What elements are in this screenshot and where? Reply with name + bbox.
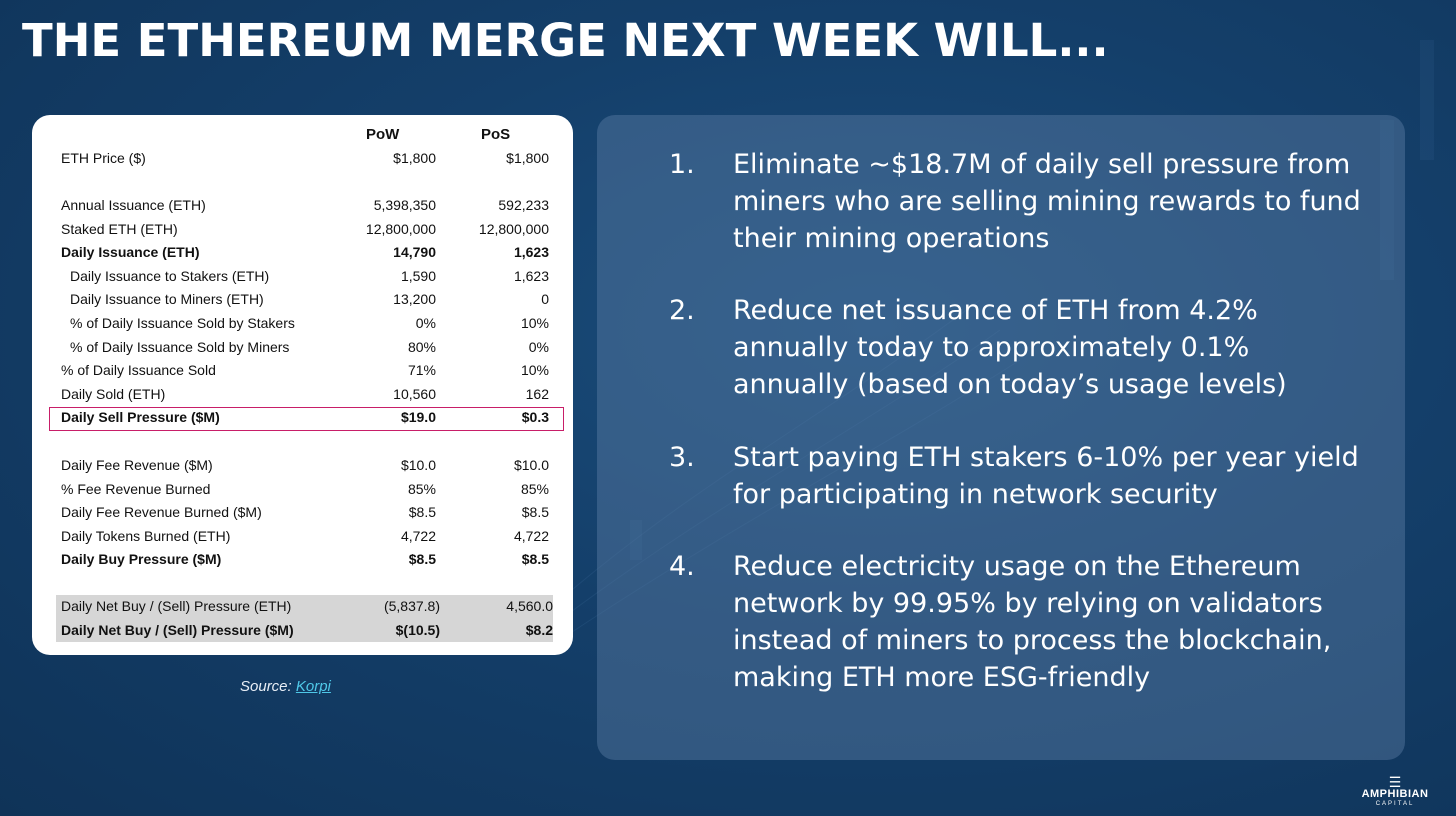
pos-value: 4,722 (513, 527, 549, 544)
table-row: % Fee Revenue Burned 85% 85% (32, 478, 573, 502)
point-text: Eliminate ~$18.7M of daily sell pressure… (733, 149, 1361, 254)
pow-value: 85% (407, 480, 436, 497)
row-label: % of Daily Issuance Sold (61, 362, 216, 379)
source-link[interactable]: Korpi (295, 678, 331, 695)
frog-icon: ☰ (1388, 774, 1402, 790)
row-label: ETH Price ($) (61, 150, 146, 166)
pos-value: $8.5 (521, 504, 549, 521)
pos-value: 85% (520, 480, 549, 497)
row-label: % of Daily Issuance Sold by Stakers (70, 315, 295, 331)
point-text: Reduce electricity usage on the Ethereum… (733, 551, 1332, 693)
pos-value: 592,233 (498, 197, 549, 213)
pow-value: 10,560 (393, 385, 436, 402)
table-row: Daily Sold (ETH) 10,560 162 (32, 383, 573, 407)
logo-subtitle: CAPITAL (1375, 801, 1415, 807)
pow-value: 13,200 (393, 291, 436, 308)
row-label: Daily Issuance to Miners (ETH) (70, 291, 264, 308)
row-label: Daily Tokens Burned (ETH) (61, 527, 231, 544)
pos-value: 4,560.0 (506, 598, 553, 614)
row-label: % Fee Revenue Burned (61, 480, 211, 497)
pos-value: 10% (520, 315, 549, 331)
table-row: Daily Issuance to Stakers (ETH) 1,590 1,… (32, 265, 573, 289)
row-label: Daily Sell Pressure ($M) (61, 409, 220, 426)
logo-name: AMPHIBIAN (1361, 788, 1429, 800)
page-title: THE ETHEREUM MERGE NEXT WEEK WILL... (22, 14, 1109, 67)
column-header-pos: PoS (481, 126, 511, 143)
row-label: Daily Net Buy / (Sell) Pressure (ETH) (61, 598, 292, 614)
pos-value: 10% (520, 362, 549, 379)
point-text: Start paying ETH stakers 6-10% per year … (733, 442, 1359, 510)
table-row-net-eth: Daily Net Buy / (Sell) Pressure (ETH) (5… (56, 595, 553, 619)
pow-value: 5,398,350 (373, 197, 436, 213)
row-label: Daily Fee Revenue ($M) (61, 457, 213, 473)
pos-value: 1,623 (513, 244, 549, 261)
table-row: Daily Tokens Burned (ETH) 4,722 4,722 (32, 525, 573, 549)
pos-value: 12,800,000 (478, 220, 549, 237)
pos-value: $10.0 (513, 457, 549, 473)
pow-value: (5,837.8) (383, 598, 440, 614)
pos-value: 162 (525, 385, 549, 402)
row-label: Annual Issuance (ETH) (61, 197, 206, 213)
row-label: Daily Issuance to Stakers (ETH) (70, 267, 270, 284)
pos-value: $1,800 (506, 150, 549, 166)
table-row: ETH Price ($) $1,800 $1,800 (32, 147, 573, 171)
issuance-table-card: PoW PoS ETH Price ($) $1,800 $1,800 Annu… (32, 115, 573, 655)
point-text: Reduce net issuance of ETH from 4.2% ann… (733, 295, 1287, 400)
pow-value: $(10.5) (395, 621, 440, 638)
row-label: Daily Issuance (ETH) (61, 244, 200, 261)
pow-value: $1,800 (393, 150, 436, 166)
table-row: Staked ETH (ETH) 12,800,000 12,800,000 (32, 218, 573, 242)
row-label: Daily Net Buy / (Sell) Pressure ($M) (61, 621, 294, 638)
row-label: Daily Fee Revenue Burned ($M) (61, 504, 262, 521)
pow-value: 0% (415, 315, 436, 331)
point-number: 4. (669, 551, 695, 582)
table-row: Daily Issuance to Miners (ETH) 13,200 0 (32, 288, 573, 312)
pos-value: $8.2 (525, 621, 553, 638)
pow-value: $19.0 (400, 409, 436, 426)
table-row: % of Daily Issuance Sold by Stakers 0% 1… (32, 312, 573, 336)
table-row: % of Daily Issuance Sold by Miners 80% 0… (32, 336, 573, 360)
pow-value: $8.5 (408, 504, 436, 521)
point-number: 1. (669, 149, 695, 180)
row-label: Daily Sold (ETH) (61, 385, 166, 402)
pow-value: $8.5 (408, 551, 436, 568)
pow-value: 12,800,000 (365, 220, 436, 237)
table-row-sell-pressure: Daily Sell Pressure ($M) $19.0 $0.3 (32, 406, 573, 430)
table-row: Daily Fee Revenue ($M) $10.0 $10.0 (32, 454, 573, 478)
pos-value: 1,623 (513, 267, 549, 284)
sell-pressure-highlight-box (49, 407, 564, 431)
pow-value: $10.0 (400, 457, 436, 473)
table-row: Daily Fee Revenue Burned ($M) $8.5 $8.5 (32, 501, 573, 525)
source-caption: Source: Korpi (240, 678, 331, 695)
pow-value: 4,722 (400, 527, 436, 544)
row-label: % of Daily Issuance Sold by Miners (70, 338, 290, 355)
table-row: Daily Buy Pressure ($M) $8.5 $8.5 (32, 548, 573, 572)
pos-value: $0.3 (521, 409, 549, 426)
pow-value: 1,590 (400, 267, 436, 284)
amphibian-capital-logo: ☰ AMPHIBIAN CAPITAL (1355, 774, 1435, 808)
row-label: Staked ETH (ETH) (61, 220, 178, 237)
row-label: Daily Buy Pressure ($M) (61, 551, 222, 568)
pow-value: 71% (407, 362, 436, 379)
points-panel: 1. Eliminate ~$18.7M of daily sell press… (597, 115, 1405, 760)
pow-value: 80% (407, 338, 436, 355)
pow-value: 14,790 (393, 244, 436, 261)
table-row-net-usd: Daily Net Buy / (Sell) Pressure ($M) $(1… (56, 618, 553, 643)
point-number: 3. (669, 442, 695, 473)
table-row: Daily Issuance (ETH) 14,790 1,623 (32, 241, 573, 265)
source-prefix: Source: (240, 678, 292, 695)
point-number: 2. (669, 295, 695, 326)
table-row: Annual Issuance (ETH) 5,398,350 592,233 (32, 194, 573, 218)
column-header-pow: PoW (366, 126, 400, 143)
table-row: % of Daily Issuance Sold 71% 10% (32, 359, 573, 383)
pos-value: 0 (541, 291, 549, 308)
pos-value: $8.5 (521, 551, 549, 568)
pos-value: 0% (528, 338, 549, 355)
